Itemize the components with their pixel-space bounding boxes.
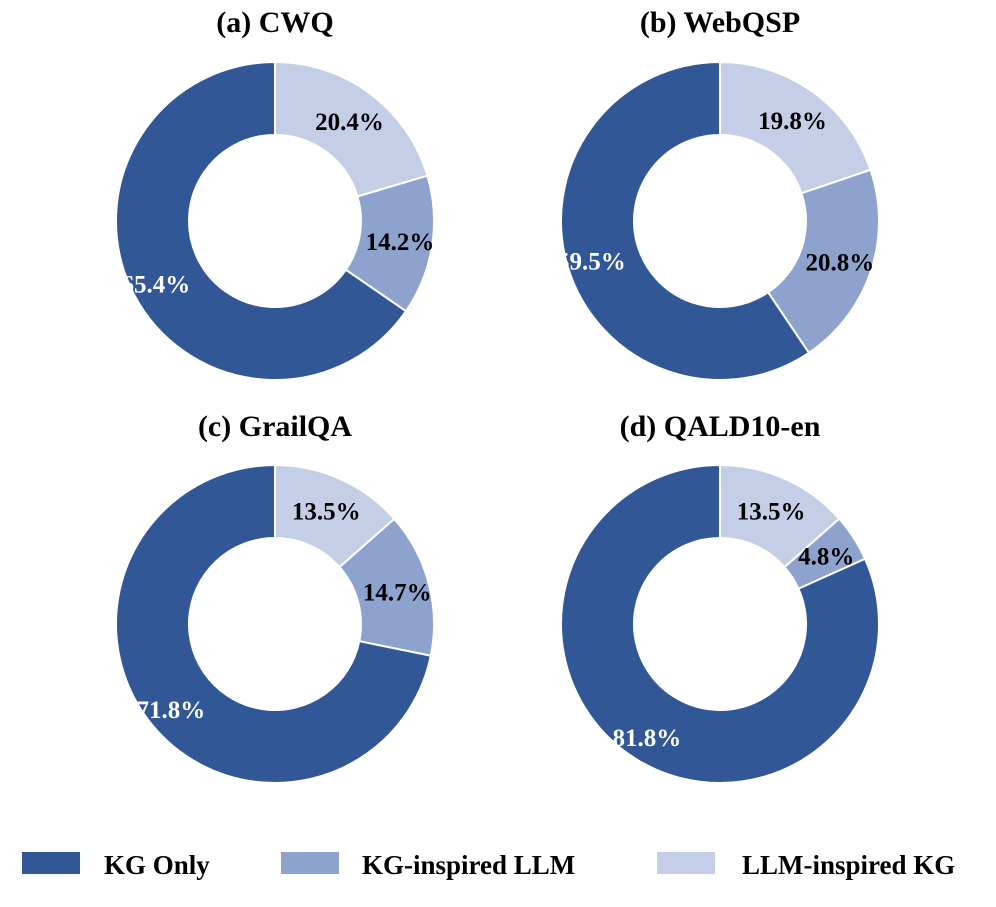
legend-swatch-kg-only [22, 852, 80, 874]
slice-label-kg-inspired-llm: 20.8% [806, 249, 875, 276]
chart-title: (a) CWQ [216, 6, 333, 39]
slice-label-llm-inspired-kg: 13.5% [737, 499, 806, 526]
legend-swatch-llm-inspired-kg [657, 852, 715, 874]
slice-label-kg-only: 59.5% [557, 248, 626, 275]
slice-label-kg-inspired-llm: 14.7% [363, 579, 432, 606]
slice-kg-inspired-llm [766, 168, 880, 355]
legend: KG Only KG-inspired LLM LLM-inspired KG [22, 850, 955, 880]
slice-label-kg-inspired-llm: 4.8% [798, 543, 854, 570]
slice-label-llm-inspired-kg: 13.5% [292, 499, 361, 526]
slice-kg-only [115, 463, 432, 784]
donut-panel-b-webqsp: (b) WebQSP 19.8% 20.8% 59.5% [557, 6, 880, 381]
legend-label-kg-only: KG Only [104, 850, 210, 880]
slice-label-kg-only: 81.8% [613, 725, 682, 752]
slice-label-kg-inspired-llm: 14.2% [366, 229, 435, 256]
slice-llm-inspired-kg [274, 60, 429, 198]
donut-panel-a-cwq: (a) CWQ 20.4% 14.2% 65.4% [115, 6, 435, 381]
legend-swatch-kg-inspired-llm [281, 852, 339, 874]
slice-kg-only [115, 60, 408, 381]
chart-title: (c) GrailQA [198, 410, 352, 443]
chart-title: (b) WebQSP [640, 6, 800, 39]
slice-kg-only [560, 463, 880, 784]
slice-label-llm-inspired-kg: 19.8% [758, 108, 827, 135]
legend-label-llm-inspired-kg: LLM-inspired KG [742, 850, 955, 880]
slice-llm-inspired-kg [719, 60, 872, 195]
donut-panel-d-qald10-en: (d) QALD10-en 13.5% 4.8% 81.8% [560, 410, 880, 784]
slice-label-kg-only: 71.8% [136, 697, 205, 724]
donut-panel-c-grailqa: (c) GrailQA 13.5% 14.7% 71.8% [115, 410, 435, 784]
slice-label-llm-inspired-kg: 20.4% [315, 109, 384, 136]
chart-title: (d) QALD10-en [620, 410, 821, 443]
legend-label-kg-inspired-llm: KG-inspired LLM [362, 850, 575, 880]
slice-label-kg-only: 65.4% [122, 272, 191, 299]
slice-kg-only [560, 60, 811, 381]
